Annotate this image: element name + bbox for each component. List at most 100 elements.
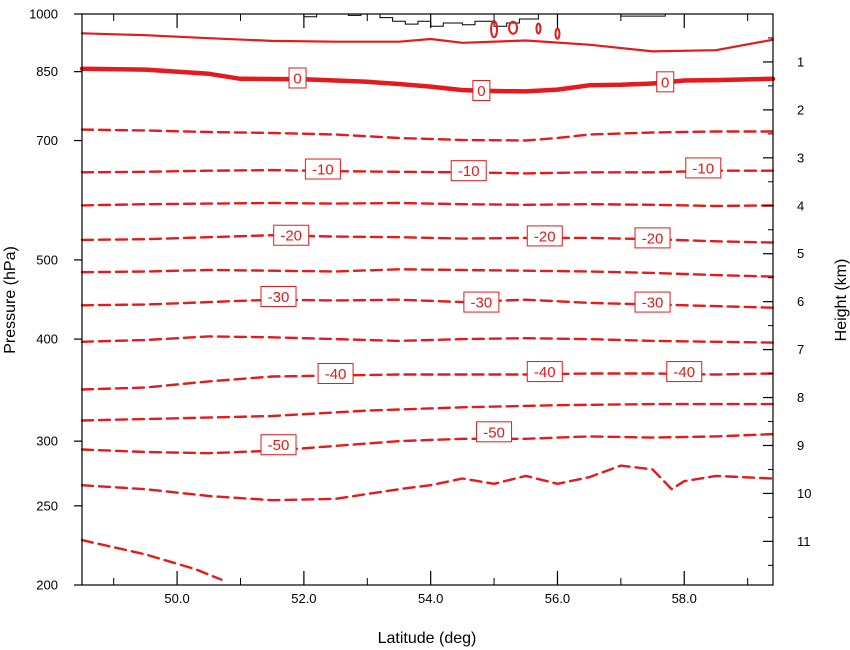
terrain-outline	[303, 13, 666, 27]
contour-label-text: -20	[280, 228, 302, 245]
y-left-tick-label: 200	[36, 578, 58, 593]
contour-label-box	[685, 157, 722, 179]
y-left-tick-label: 850	[36, 64, 58, 79]
y-right-tick-label: 11	[797, 534, 811, 549]
contour-label: 0	[656, 71, 675, 93]
contour-line	[80, 335, 775, 344]
contour-label-text: -30	[268, 289, 290, 306]
contour-label-box	[656, 71, 675, 93]
contour-line	[80, 538, 223, 581]
contour-label-box	[634, 227, 671, 249]
contour-label-box	[476, 421, 513, 443]
contour-line	[80, 168, 775, 175]
axes: 50.0 52.0 54.0 56.0 58.020025030040050070085…	[29, 7, 811, 607]
contour-labels: -50 -50 -40 -40 -40 -30 -30 -30 -20 -20 -20 -10 -10 -…	[260, 67, 722, 456]
contour-label-box	[634, 291, 671, 313]
x-tick-label: 50.0	[164, 591, 189, 606]
contour-label-box	[472, 80, 491, 102]
warm-cells	[490, 20, 561, 40]
contour-label-text: 0	[293, 70, 301, 87]
contour-label-text: -10	[458, 163, 480, 180]
y-right-tick-label: 9	[797, 438, 804, 453]
contour-label: -20	[526, 225, 563, 247]
contour-label: -50	[260, 434, 297, 456]
y-right-tick-label: 1	[797, 54, 804, 69]
contour-label-box	[526, 225, 563, 247]
y-right-tick-label: 2	[797, 102, 804, 117]
contour-label-text: -40	[534, 364, 556, 381]
y-right-tick-label: 3	[797, 150, 804, 165]
contour-label-text: -30	[471, 295, 493, 312]
contour-label-box	[288, 67, 307, 89]
contour-label-box	[317, 363, 354, 385]
contour-label-text: -50	[268, 437, 290, 454]
contour-label-text: 0	[661, 74, 669, 91]
contour-label: -10	[304, 158, 341, 180]
contour-label-text: 0	[477, 83, 485, 100]
contour-label: -40	[317, 363, 354, 385]
warm-cell-contour	[508, 20, 519, 35]
contour-label: -30	[634, 291, 671, 313]
contour-label-text: -50	[483, 424, 505, 441]
contour-line	[80, 432, 775, 455]
contour-label-box	[260, 434, 297, 456]
contour-label: 0	[288, 67, 307, 89]
contour-line	[80, 128, 775, 142]
contour-label: -30	[260, 286, 297, 308]
y-right-tick-label: 8	[797, 390, 804, 405]
x-tick-label: 58.0	[672, 591, 697, 606]
contour-line	[80, 32, 775, 53]
y-left-tick-label: 400	[36, 332, 58, 347]
plot-frame	[81, 13, 774, 586]
contour-label: -10	[685, 157, 722, 179]
contour-label-box	[273, 224, 310, 246]
y-left-tick-label: 1000	[29, 7, 58, 22]
contour-line	[80, 464, 775, 502]
y-right-tick-label: 6	[797, 294, 804, 309]
x-tick-label: 56.0	[545, 591, 570, 606]
contour-line	[80, 402, 775, 422]
y-axis-right-title: Height (km)	[833, 259, 850, 342]
contour-label-box	[463, 291, 500, 313]
x-axis-title: Latitude (deg)	[378, 630, 477, 647]
contour-label: -20	[634, 227, 671, 249]
contour-label-text: -10	[692, 160, 714, 177]
contour-label-text: -20	[642, 230, 664, 247]
contour-label-text: -20	[534, 228, 556, 245]
contour-label-box	[260, 286, 297, 308]
contour-label-text: -10	[312, 162, 334, 179]
contour-label: -40	[666, 361, 703, 383]
y-left-tick-label: 500	[36, 252, 58, 267]
y-left-tick-label: 300	[36, 434, 58, 449]
contour-label-box	[666, 361, 703, 383]
contour-label-text: -40	[673, 364, 695, 381]
contour-label-text: -40	[325, 366, 347, 383]
y-right-tick-label: 10	[797, 486, 811, 501]
y-axis-left-title: Pressure (hPa)	[2, 246, 19, 354]
y-right-tick-label: 5	[797, 246, 804, 261]
warm-cell-contour	[535, 22, 542, 35]
contour-line	[80, 201, 775, 208]
contour-label-box	[304, 158, 341, 180]
y-left-tick-label: 700	[36, 133, 58, 148]
y-right-tick-label: 4	[797, 198, 804, 213]
contour-label: -20	[273, 224, 310, 246]
contour-line	[80, 372, 775, 391]
contour-label: -30	[463, 291, 500, 313]
contour-label: -50	[476, 421, 513, 443]
y-left-tick-label: 250	[36, 498, 58, 513]
contour-label-box	[526, 361, 563, 383]
contour-label-text: -30	[642, 295, 664, 312]
contour-line	[80, 268, 775, 278]
y-right-tick-label: 7	[797, 342, 804, 357]
contour-label-box	[450, 160, 487, 182]
contour-label: 0	[472, 80, 491, 102]
warm-cell-contour	[490, 20, 499, 39]
x-tick-label: 54.0	[418, 591, 443, 606]
warm-cell-contour	[554, 27, 561, 40]
contour-lines	[79, 32, 776, 581]
x-tick-label: 52.0	[291, 591, 316, 606]
contour-label: -10	[450, 160, 487, 182]
terrain-line	[303, 13, 666, 27]
